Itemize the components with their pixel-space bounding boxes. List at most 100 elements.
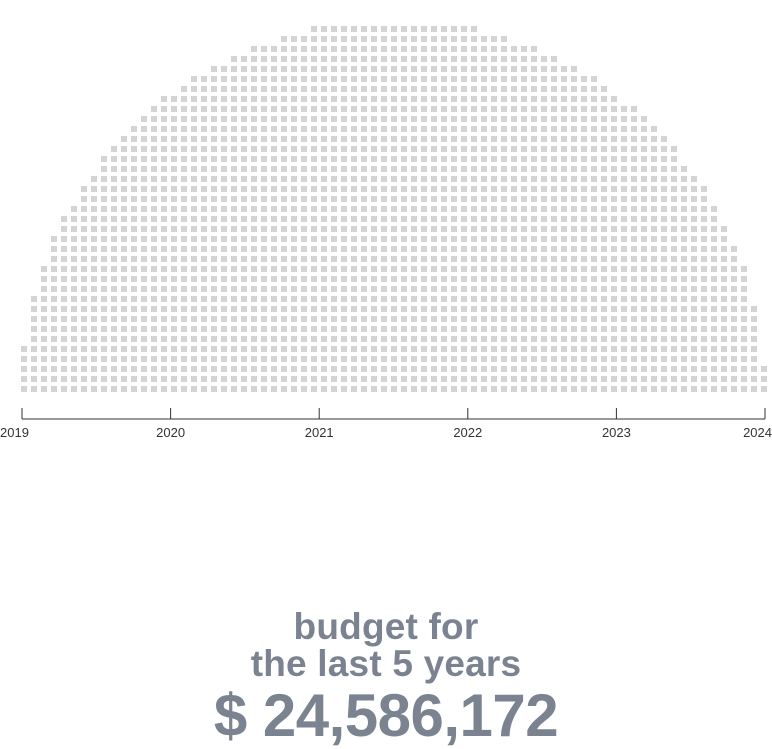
area-dot [581, 386, 587, 392]
area-dot [541, 76, 547, 82]
area-dot [461, 226, 467, 232]
area-dot [191, 366, 197, 372]
area-dot [81, 326, 87, 332]
area-dot [661, 316, 667, 322]
area-dot [111, 156, 117, 162]
area-dot [621, 306, 627, 312]
area-dot [361, 366, 367, 372]
area-dot [131, 216, 137, 222]
area-dot [101, 316, 107, 322]
area-dot [361, 66, 367, 72]
area-dot [411, 36, 417, 42]
area-dot [661, 236, 667, 242]
area-dot [381, 266, 387, 272]
area-dot [351, 366, 357, 372]
area-dot [151, 196, 157, 202]
area-dot [491, 316, 497, 322]
area-dot [521, 96, 527, 102]
area-dot [311, 296, 317, 302]
area-dot [581, 306, 587, 312]
area-dot [371, 166, 377, 172]
area-dot [301, 106, 307, 112]
area-dot [421, 336, 427, 342]
area-dot [231, 246, 237, 252]
area-dot [261, 336, 267, 342]
area-dot [271, 66, 277, 72]
area-dot [351, 86, 357, 92]
area-dot [651, 306, 657, 312]
area-dot [131, 226, 137, 232]
area-dot [481, 56, 487, 62]
area-dot [121, 206, 127, 212]
area-dot [521, 106, 527, 112]
area-dot [621, 316, 627, 322]
area-dot [451, 106, 457, 112]
area-dot [411, 306, 417, 312]
area-dot [491, 136, 497, 142]
x-tick-label-2021: 2021 [305, 425, 334, 440]
area-dot [411, 76, 417, 82]
area-dot [561, 146, 567, 152]
area-dot [191, 216, 197, 222]
area-dot [741, 336, 747, 342]
area-dot [451, 76, 457, 82]
area-dot [571, 246, 577, 252]
area-dot [691, 226, 697, 232]
area-dot [171, 366, 177, 372]
area-dot [451, 206, 457, 212]
area-dot [41, 386, 47, 392]
area-dot [291, 166, 297, 172]
area-dot [301, 176, 307, 182]
area-dot [121, 166, 127, 172]
area-dot [261, 126, 267, 132]
area-dot [211, 96, 217, 102]
area-dot [371, 186, 377, 192]
area-dot [691, 366, 697, 372]
area-dot [651, 126, 657, 132]
area-dot [741, 276, 747, 282]
area-dot [571, 96, 577, 102]
area-dot [61, 326, 67, 332]
area-dot [441, 256, 447, 262]
area-dot [161, 106, 167, 112]
area-dot [701, 356, 707, 362]
area-dot [701, 346, 707, 352]
area-dot [671, 296, 677, 302]
area-dot [631, 256, 637, 262]
area-dot [331, 346, 337, 352]
area-dot [201, 146, 207, 152]
area-dot [601, 156, 607, 162]
area-dot [421, 156, 427, 162]
area-dot [521, 346, 527, 352]
area-dot [651, 376, 657, 382]
area-dot [551, 336, 557, 342]
area-dot [681, 176, 687, 182]
area-dot [331, 356, 337, 362]
area-dot [41, 316, 47, 322]
area-dot [401, 196, 407, 202]
area-dot [591, 86, 597, 92]
area-dot [131, 186, 137, 192]
area-dot [561, 216, 567, 222]
area-dot [621, 106, 627, 112]
area-dot [411, 336, 417, 342]
area-dot [271, 276, 277, 282]
area-dot [451, 366, 457, 372]
area-dot [341, 156, 347, 162]
area-dot [231, 366, 237, 372]
area-dot [361, 206, 367, 212]
area-dot [561, 66, 567, 72]
area-dot [51, 346, 57, 352]
area-dot [471, 196, 477, 202]
area-dot [281, 306, 287, 312]
area-dot [181, 196, 187, 202]
area-dot [491, 86, 497, 92]
area-dot [651, 226, 657, 232]
area-dot [511, 176, 517, 182]
area-dot [261, 246, 267, 252]
area-dot [231, 266, 237, 272]
area-dot [681, 386, 687, 392]
area-dot [191, 106, 197, 112]
area-dot [261, 166, 267, 172]
area-dot [81, 246, 87, 252]
